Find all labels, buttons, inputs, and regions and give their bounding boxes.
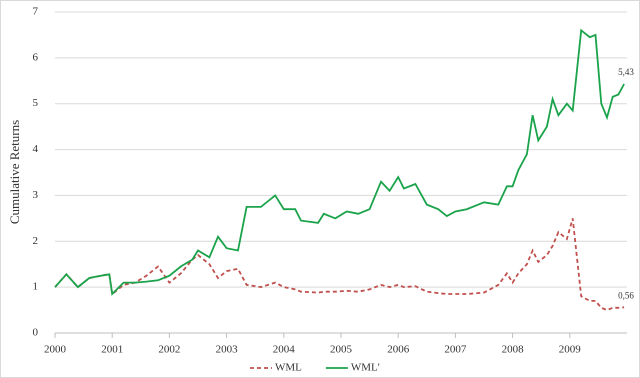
series-line [54, 28, 625, 296]
y-tick-label: 7 [33, 6, 39, 18]
x-tick-label: 2000 [44, 344, 67, 356]
y-tick-label: 2 [33, 235, 39, 247]
y-tick-label: 4 [33, 143, 39, 155]
y-axis-label: Cumulative Returns [7, 120, 22, 224]
y-tick-label: 1 [33, 281, 39, 293]
x-tick-label: 2001 [101, 344, 123, 356]
x-tick-label: 2005 [330, 344, 353, 356]
x-tick-label: 2004 [273, 344, 296, 356]
data-label: 5,43 [618, 67, 634, 77]
series-line [54, 218, 625, 312]
x-tick-label: 2006 [387, 344, 410, 356]
data-label: 0,56 [618, 290, 634, 300]
x-tick-label: 2007 [444, 344, 467, 356]
y-tick-label: 5 [33, 97, 39, 109]
x-tick-label: 2009 [559, 344, 582, 356]
legend-label: WML' [351, 362, 380, 374]
y-tick-label: 3 [33, 189, 39, 201]
x-tick-label: 2002 [158, 344, 180, 356]
y-tick-label: 0 [33, 327, 39, 339]
legend-label: WML [275, 362, 302, 374]
y-tick-label: 6 [33, 51, 39, 63]
x-tick-label: 2008 [502, 344, 525, 356]
x-tick-label: 2003 [216, 344, 239, 356]
